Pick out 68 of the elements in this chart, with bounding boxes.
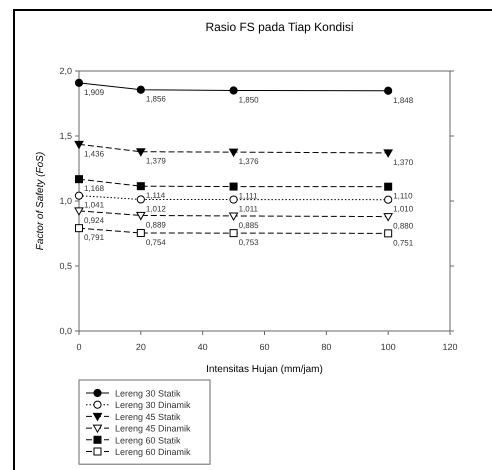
data-label: 1,848 [393,96,414,105]
y-tick-label: 0,5 [59,261,72,271]
point [229,86,238,95]
point [384,182,392,191]
data-label: 1,436 [84,149,105,158]
data-label: 1,011 [238,204,259,214]
point [75,175,83,184]
x-tick-label: 0 [76,342,82,352]
point [136,228,145,237]
point [230,182,238,191]
data-label: 1,379 [146,156,166,166]
data-label: 1,168 [84,184,105,194]
data-label: 0,791 [84,233,105,242]
x-tick-label: 40 [198,342,208,352]
data-label: 0,753 [238,238,260,248]
point [384,229,392,238]
data-label: 0,751 [393,238,414,248]
y-axis-title: Factor of Safety (FoS) [35,152,46,250]
point [136,86,145,94]
point [136,148,146,156]
x-tick-label: 100 [380,342,396,352]
point [136,182,145,190]
point [136,195,145,204]
point [229,148,238,157]
point [136,212,146,220]
data-label: 1,376 [238,157,260,166]
data-label: 1,041 [84,200,105,210]
y-tick-label: 1,0 [59,196,72,206]
data-label: 1,370 [393,158,414,167]
data-label: 1,850 [238,96,260,104]
data-label: 1,010 [393,204,414,214]
data-label: 1,856 [146,94,166,104]
chart-title: Rasio FS pada Tiap Kondisi [205,20,354,34]
data-label: 1,110 [393,192,414,201]
x-tick-label: 80 [321,342,332,352]
data-label: 1,909 [84,88,105,97]
point [74,78,84,87]
x-tick-label: 60 [259,342,270,352]
legend-label: Lereng 30 Dinamik [115,400,192,410]
legend-label: Lereng 45 Dinamik [115,424,192,434]
y-tick-label: 2,0 [59,66,72,76]
data-label: 0,889 [146,220,166,230]
data-label: 1,114 [146,191,166,200]
point [229,195,238,204]
point [384,196,392,204]
x-tick-label: 120 [442,342,458,352]
point [75,224,83,232]
data-label: 1,012 [146,204,166,214]
legend-label: Lereng 60 Dinamik [115,447,192,457]
data-label: 0,754 [146,238,166,247]
data-label: 0,885 [238,220,260,230]
point [384,86,392,95]
point [384,149,393,158]
legend-label: Lereng 45 Statik [115,412,182,422]
data-label: 0,924 [84,216,105,225]
legend-label: Lereng 30 Statik [115,388,182,398]
y-tick-label: 0,0 [59,326,72,336]
data-label: 0,880 [393,222,414,231]
point [74,140,84,149]
legend-label: Lereng 60 Statik [115,435,182,446]
point [384,213,393,222]
point [229,212,238,220]
x-tick-label: 20 [136,342,146,352]
y-tick-label: 1,5 [59,131,72,141]
data-label: 1,111 [238,192,258,201]
x-axis-title: Intensitas Hujan (mm/jam) [206,364,323,375]
point [230,229,238,238]
point [74,192,84,200]
